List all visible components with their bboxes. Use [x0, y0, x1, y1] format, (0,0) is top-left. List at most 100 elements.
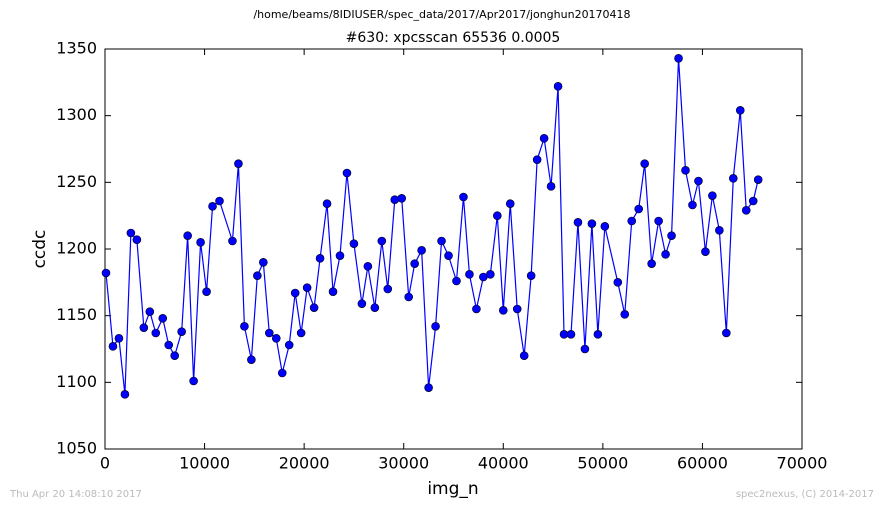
data-point	[277, 368, 287, 378]
data-point	[493, 211, 502, 220]
data-point	[587, 219, 597, 228]
y-tick-label: 1250	[56, 172, 97, 191]
data-point	[753, 175, 763, 184]
data-point	[486, 270, 495, 279]
data-point	[322, 199, 332, 208]
data-point	[539, 134, 549, 143]
data-point	[532, 155, 542, 164]
data-point	[158, 314, 168, 323]
data-point	[132, 235, 142, 244]
data-point	[397, 194, 407, 203]
data-point	[465, 270, 474, 279]
data-point	[647, 259, 656, 268]
x-axis-label: img_n	[427, 479, 478, 499]
data-point	[566, 330, 576, 339]
data-point	[264, 328, 274, 338]
data-point	[145, 307, 155, 316]
data-point	[271, 334, 281, 343]
data-point	[363, 262, 373, 271]
data-point	[694, 176, 703, 186]
data-point	[580, 344, 590, 354]
data-point	[722, 328, 731, 338]
data-point	[284, 340, 294, 350]
data-point	[498, 306, 508, 315]
data-point	[634, 204, 644, 214]
data-point	[748, 196, 758, 206]
data-point	[674, 54, 683, 63]
data-point	[183, 231, 192, 240]
data-point	[613, 278, 623, 287]
data-point	[444, 251, 453, 260]
data-point	[505, 199, 515, 208]
data-point	[228, 236, 237, 246]
data-point	[620, 310, 630, 319]
y-tick-label: 1350	[56, 39, 97, 58]
data-point	[302, 283, 312, 292]
x-tick-label: 70000	[777, 454, 828, 473]
data-point	[431, 322, 440, 331]
data-point	[253, 271, 262, 280]
data-point	[335, 251, 345, 260]
chart-title: #630: xpcsscan 65536 0.0005	[346, 30, 561, 46]
data-point	[437, 236, 446, 246]
data-point	[593, 330, 603, 339]
data-point	[459, 192, 468, 202]
data-point	[688, 200, 697, 210]
data-point	[708, 191, 717, 200]
data-point	[715, 226, 724, 235]
data-point	[417, 246, 426, 255]
data-point	[654, 216, 663, 226]
y-tick-label: 1150	[56, 305, 97, 324]
footer-timestamp: Thu Apr 20 14:08:10 2017	[9, 489, 142, 500]
data-point	[667, 231, 676, 240]
x-tick-label: 50000	[577, 454, 628, 473]
data-point	[247, 355, 256, 364]
data-point	[120, 390, 130, 399]
data-point	[553, 82, 563, 91]
data-point	[383, 284, 393, 294]
data-point	[627, 216, 637, 226]
x-tick-label: 0	[100, 454, 110, 473]
data-point	[526, 271, 536, 280]
data-point	[349, 239, 359, 248]
data-point	[735, 106, 745, 115]
data-point	[151, 328, 161, 338]
data-point	[600, 222, 610, 231]
data-point	[139, 323, 149, 332]
data-point	[741, 206, 751, 215]
data-point	[328, 287, 338, 296]
data-point	[546, 182, 556, 191]
data-point	[661, 250, 670, 259]
data-point	[114, 334, 124, 343]
data-point	[404, 292, 413, 302]
data-point	[315, 254, 325, 263]
data-point	[290, 288, 300, 298]
data-point	[472, 304, 481, 314]
y-tick-label: 1300	[56, 105, 97, 124]
x-tick-label: 30000	[378, 454, 429, 473]
data-point	[370, 303, 380, 312]
data-point	[240, 322, 249, 331]
data-point	[640, 159, 649, 168]
data-point	[189, 376, 198, 386]
data-point	[512, 304, 522, 314]
data-point	[452, 276, 461, 286]
x-tick-label: 20000	[279, 454, 330, 473]
data-line	[105, 58, 759, 395]
data-point	[377, 236, 387, 246]
data-point	[177, 327, 186, 336]
data-point	[126, 228, 136, 238]
data-point	[234, 159, 243, 168]
data-point	[196, 238, 205, 247]
data-point	[357, 299, 367, 308]
data-point	[390, 195, 400, 204]
footer-credit: spec2nexus, (C) 2014-2017	[736, 489, 874, 500]
y-tick-label: 1050	[56, 439, 97, 458]
data-point	[519, 351, 529, 360]
y-tick-label: 1200	[56, 239, 97, 258]
chart-suptitle: /home/beams/8IDIUSER/spec_data/2017/Apr2…	[253, 8, 630, 21]
data-point	[424, 383, 433, 392]
data-point	[573, 218, 583, 227]
data-point	[681, 166, 690, 175]
